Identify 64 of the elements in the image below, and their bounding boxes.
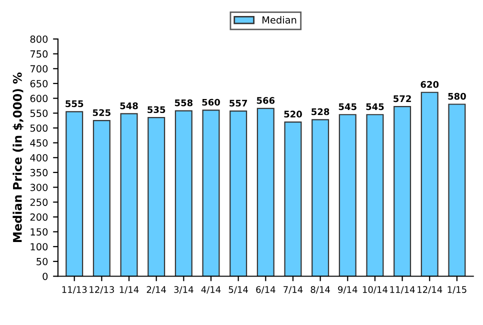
y-tick-label: 750: [30, 50, 48, 58]
bar: [312, 119, 330, 276]
bar: [174, 110, 192, 276]
x-tick-label: 5/14: [228, 286, 248, 294]
data-label: 572: [394, 95, 411, 102]
bar: [394, 106, 412, 276]
y-tick-label: 600: [30, 94, 48, 102]
y-tick-label: 50: [36, 258, 48, 266]
y-tick-label: 250: [30, 198, 48, 206]
y-tick-label: 700: [30, 65, 48, 72]
y-tick-label: 300: [30, 184, 48, 192]
data-label: 580: [448, 92, 466, 100]
data-label: 525: [92, 109, 110, 116]
data-label: 560: [202, 98, 220, 106]
x-tick-label: 12/13: [90, 286, 114, 294]
x-tick-label: 12/14: [418, 286, 442, 294]
data-label: 535: [148, 106, 166, 114]
x-tick-label: 3/14: [174, 286, 194, 294]
bar: [148, 117, 166, 276]
x-tick-label: 1/15: [448, 286, 466, 294]
y-tick-label: 500: [30, 124, 48, 132]
bar: [202, 110, 220, 276]
data-label: 620: [420, 81, 439, 88]
y-axis-title: Median Price (in $,000) %: [12, 72, 24, 242]
x-tick-label: 10/14: [362, 286, 388, 294]
y-tick-label: 650: [30, 80, 48, 88]
data-label: 545: [338, 103, 356, 110]
legend-label: Median: [262, 16, 296, 24]
y-tick-label: 550: [30, 110, 48, 117]
data-label: 545: [366, 103, 384, 110]
y-tick-label: 150: [30, 228, 48, 236]
data-label: 558: [174, 99, 193, 106]
y-tick-label: 100: [30, 243, 48, 250]
x-tick-label: 11/13: [62, 286, 87, 294]
bar: [66, 111, 84, 276]
x-tick-label: 7/14: [284, 286, 303, 294]
x-tick-label: 11/14: [390, 286, 415, 294]
y-tick-label: 200: [30, 213, 48, 221]
y-tick-label: 400: [30, 154, 48, 162]
bar: [284, 121, 302, 276]
data-label: 557: [230, 100, 248, 107]
x-tick-label: 2/14: [146, 286, 166, 294]
y-tick-label: 450: [30, 139, 48, 147]
data-label: 555: [66, 100, 84, 108]
bar: [448, 104, 466, 276]
bar: [366, 114, 384, 276]
bar: [338, 114, 356, 276]
data-label: 528: [312, 108, 330, 116]
x-tick-label: 9/14: [338, 286, 358, 294]
bar: [120, 113, 138, 276]
x-tick-label: 6/14: [256, 286, 276, 294]
y-tick-label: 800: [30, 35, 48, 43]
data-label: 566: [256, 97, 275, 104]
x-tick-label: 8/14: [310, 286, 330, 294]
bar: [230, 110, 248, 276]
x-tick-label: 1/14: [120, 286, 139, 294]
y-tick-label: 0: [42, 272, 48, 280]
bar: [256, 108, 274, 276]
bar: [420, 92, 438, 276]
y-tick-label: 350: [30, 168, 48, 176]
data-label: 548: [120, 102, 138, 110]
data-label: 520: [284, 110, 302, 118]
x-tick-label: 4/14: [201, 286, 221, 294]
bar: [92, 120, 110, 276]
